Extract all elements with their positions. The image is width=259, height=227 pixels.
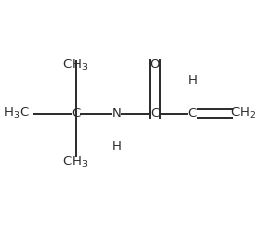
Text: H: H <box>111 140 121 153</box>
Text: O: O <box>150 59 160 72</box>
Text: N: N <box>112 107 121 120</box>
Text: C: C <box>188 107 197 120</box>
Text: CH$_2$: CH$_2$ <box>230 106 256 121</box>
Text: C: C <box>150 107 160 120</box>
Text: C: C <box>71 107 80 120</box>
Text: CH$_3$: CH$_3$ <box>62 154 89 170</box>
Text: H: H <box>187 74 197 87</box>
Text: H$_3$C: H$_3$C <box>3 106 30 121</box>
Text: CH$_3$: CH$_3$ <box>62 57 89 73</box>
